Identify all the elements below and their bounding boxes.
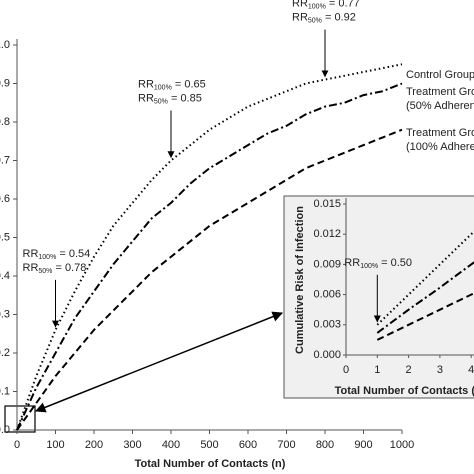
annotation-base: RR [344, 257, 360, 269]
x-tick-label: 800 [316, 439, 334, 451]
annotation-rest: = 0.65 [172, 78, 206, 90]
x-tick-label: 500 [200, 439, 218, 451]
annotation-text: RR100% = 0.77 [292, 0, 360, 10]
x-tick-label: 4 [468, 364, 474, 376]
legend-label: Control Group [406, 69, 474, 81]
annotation-sub: 100% [154, 84, 172, 91]
annotation-base: RR [138, 78, 154, 90]
annotation-text: RR50% = 0.92 [292, 12, 356, 25]
legend-label: Treatment Group(100% Adherence) [406, 127, 474, 153]
x-axis-title: Total Number of Contacts (n) [135, 458, 286, 470]
annotation-sub: 100% [360, 263, 378, 270]
annotation-base: RR [292, 0, 308, 10]
y-tick-label: 0.4 [0, 270, 10, 282]
annotation-rest: = 0.54 [56, 248, 90, 260]
y-tick-label: 0.6 [0, 193, 10, 205]
annotation-sub: 50% [38, 268, 52, 275]
y-tick-label: 0.2 [0, 347, 10, 359]
annotation-text: RR50% = 0.85 [138, 92, 202, 105]
annotation-base: RR [138, 92, 154, 104]
annotation-rest: = 0.50 [378, 257, 412, 269]
y-tick-label: 0.3 [0, 308, 10, 320]
x-tick-label: 3 [437, 364, 443, 376]
y-tick-label: 0.5 [0, 231, 10, 243]
annotation-sub: 50% [154, 98, 168, 105]
annotation-rest: = 0.85 [168, 92, 202, 104]
x-tick-label: 0 [343, 364, 349, 376]
series-line [376, 230, 474, 326]
y-tick-label: 0.006 [313, 289, 341, 301]
y-tick-label: 1.0 [0, 39, 10, 51]
series-line [376, 292, 474, 341]
x-tick-label: 1000 [390, 439, 414, 451]
y-tick-label: 0.012 [313, 228, 341, 240]
y-tick-label: 0.000 [313, 349, 341, 361]
x-tick-label: 100 [46, 439, 64, 451]
x-tick-label: 700 [277, 439, 295, 451]
x-tick-label: 2 [406, 364, 412, 376]
annotation-sub: 50% [308, 17, 322, 24]
y-tick-label: 0.1 [0, 385, 10, 397]
x-tick-label: 0 [14, 439, 20, 451]
x-tick-label: 300 [123, 439, 141, 451]
x-tick-label: 900 [354, 439, 372, 451]
annotation-text: RR100% = 0.50 [344, 257, 412, 270]
annotation-sub: 100% [38, 254, 56, 261]
zoom-box [4, 405, 36, 433]
annotation-base: RR [23, 262, 39, 274]
x-tick-label: 1 [374, 364, 380, 376]
annotation-text: RR100% = 0.54 [23, 248, 91, 261]
annotation-text: RR50% = 0.78 [23, 262, 87, 275]
y-axis-title: Cumulative Risk of Infection [294, 206, 306, 354]
zoom-arrow [35, 311, 283, 413]
annotation-rest: = 0.78 [52, 262, 86, 274]
annotation-base: RR [23, 248, 39, 260]
y-tick-label: 0.0 [0, 424, 10, 436]
legend-label: Treatment Group(50% Adherence) [406, 86, 474, 112]
y-tick-label: 0.003 [313, 319, 341, 331]
annotation-text: RR100% = 0.65 [138, 78, 206, 91]
y-tick-label: 0.009 [313, 258, 341, 270]
y-tick-label: 0.015 [313, 198, 341, 210]
x-tick-label: 200 [85, 439, 103, 451]
inset-panel [283, 195, 474, 399]
x-axis-title: Total Number of Contacts (n) [335, 385, 474, 397]
y-tick-label: 0.9 [0, 77, 10, 89]
annotation-sub: 100% [308, 3, 326, 10]
y-tick-label: 0.8 [0, 116, 10, 128]
x-tick-label: 400 [162, 439, 180, 451]
y-tick-label: 0.7 [0, 154, 10, 166]
x-tick-label: 600 [239, 439, 257, 451]
annotation-rest: = 0.77 [326, 0, 360, 10]
annotation-rest: = 0.92 [322, 12, 356, 24]
annotation-base: RR [292, 12, 308, 24]
